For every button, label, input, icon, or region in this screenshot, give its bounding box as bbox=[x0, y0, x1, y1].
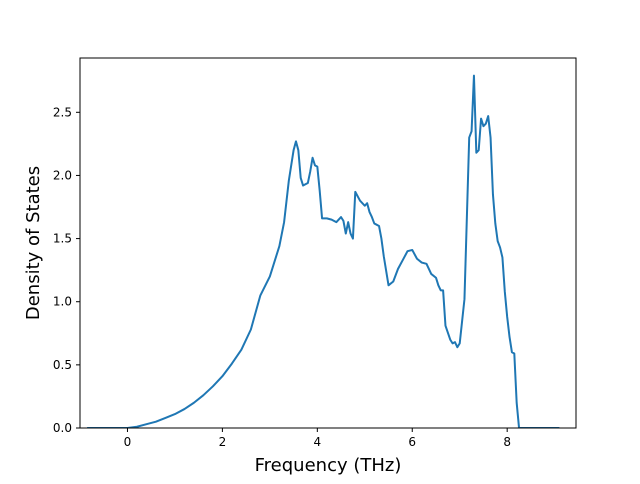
x-tick-label: 4 bbox=[314, 435, 322, 449]
y-tick-label: 1.0 bbox=[53, 295, 72, 309]
y-tick-label: 0.5 bbox=[53, 358, 72, 372]
x-tick-label: 2 bbox=[219, 435, 227, 449]
y-tick-label: 2.5 bbox=[53, 105, 72, 119]
y-tick-label: 1.5 bbox=[53, 232, 72, 246]
y-tick-label: 0.0 bbox=[53, 421, 72, 435]
y-axis-label: Density of States bbox=[23, 166, 44, 320]
x-axis-label: Frequency (THz) bbox=[255, 455, 402, 476]
x-axis-ticks: 0 2 4 6 8 bbox=[124, 428, 511, 449]
x-tick-label: 6 bbox=[408, 435, 416, 449]
x-tick-label: 0 bbox=[124, 435, 132, 449]
dos-series-line bbox=[87, 74, 560, 428]
x-tick-label: 8 bbox=[503, 435, 511, 449]
y-tick-label: 2.0 bbox=[53, 168, 72, 182]
plot-area bbox=[87, 74, 560, 428]
axes-frame bbox=[79, 57, 577, 429]
y-axis-ticks: 0.0 0.5 1.0 1.5 2.0 2.5 bbox=[53, 105, 80, 435]
